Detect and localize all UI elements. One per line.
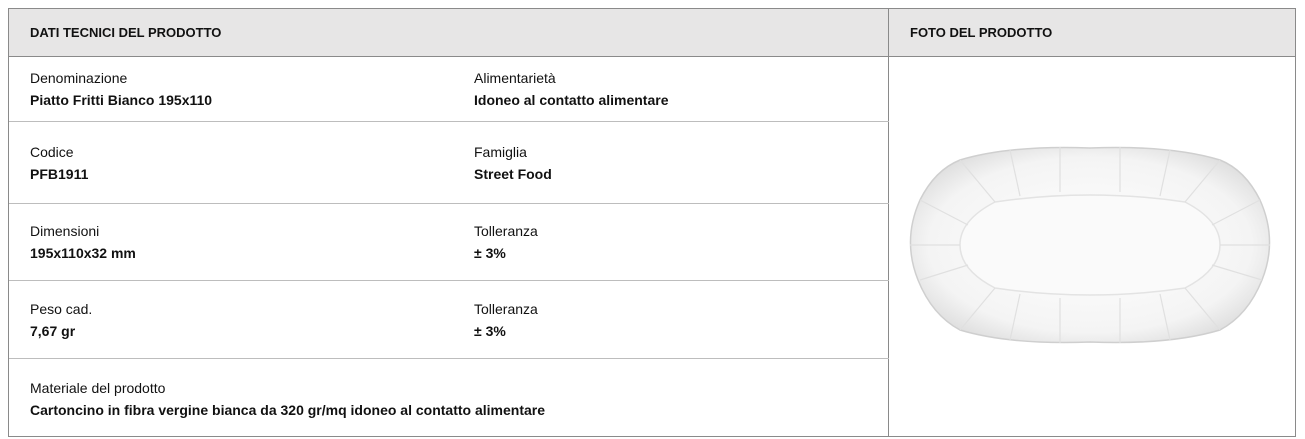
spec-value: 195x110x32 mm: [30, 242, 136, 264]
spec-value: Street Food: [474, 163, 552, 185]
spec-value: ± 3%: [474, 320, 538, 342]
material-row: Materiale del prodotto Cartoncino in fib…: [9, 359, 889, 438]
spec-cell: Tolleranza± 3%: [474, 281, 538, 358]
spec-value: 7,67 gr: [30, 320, 92, 342]
spec-row: Peso cad.7,67 gr Tolleranza± 3%: [9, 281, 889, 359]
spec-cell: Tolleranza± 3%: [474, 204, 538, 280]
spec-cell: Materiale del prodotto Cartoncino in fib…: [30, 359, 545, 438]
product-photo: [900, 130, 1280, 360]
spec-value: Piatto Fritti Bianco 195x110: [30, 89, 212, 111]
spec-label: Alimentarietà: [474, 67, 668, 89]
section-header: FOTO DEL PRODOTTO: [889, 9, 1295, 57]
spec-label: Tolleranza: [474, 298, 538, 320]
spec-value: ± 3%: [474, 242, 538, 264]
spec-value: PFB1911: [30, 163, 88, 185]
section-header: DATI TECNICI DEL PRODOTTO: [9, 9, 889, 57]
spec-label: Denominazione: [30, 67, 212, 89]
spec-label: Codice: [30, 141, 88, 163]
spec-value: Idoneo al contatto alimentare: [474, 89, 668, 111]
page: {"header": {"title": "DATI TECNICI DEL P…: [0, 0, 1305, 439]
spec-label: Dimensioni: [30, 220, 136, 242]
spec-label: Famiglia: [474, 141, 552, 163]
spec-cell: Peso cad.7,67 gr: [30, 281, 92, 358]
spec-label: Materiale del prodotto: [30, 377, 545, 399]
spec-value: Cartoncino in fibra vergine bianca da 32…: [30, 399, 545, 421]
spec-label: Tolleranza: [474, 220, 538, 242]
spec-label: Peso cad.: [30, 298, 92, 320]
